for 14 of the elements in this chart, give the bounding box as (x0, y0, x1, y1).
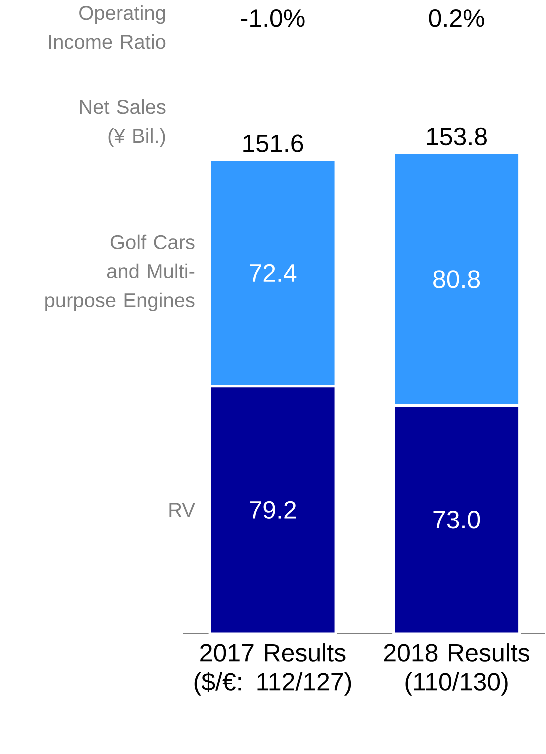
total-label: 151.6 (244, 134, 304, 152)
text: -1.0% (241, 10, 305, 28)
series-label: RV (170, 503, 196, 518)
data-label: 79.2 (250, 501, 296, 520)
text: 0.2% (429, 10, 484, 28)
series-label: Golf Cars and Multi-purpose Engines (46, 234, 195, 312)
data-label: 72.4 (250, 264, 297, 282)
data-label: 73.0 (434, 511, 480, 529)
total-label: 153.8 (427, 128, 487, 146)
x-tick-label: 2018 Results (110/130) (384, 644, 530, 696)
x-tick-label: 2017 Results ($/€: 112/127) (194, 644, 352, 696)
y-axis-title: Net Sales (¥ Bil.) (80, 100, 166, 148)
data-label: 80.8 (434, 270, 480, 288)
text: Operating Income Ratio (49, 6, 166, 50)
